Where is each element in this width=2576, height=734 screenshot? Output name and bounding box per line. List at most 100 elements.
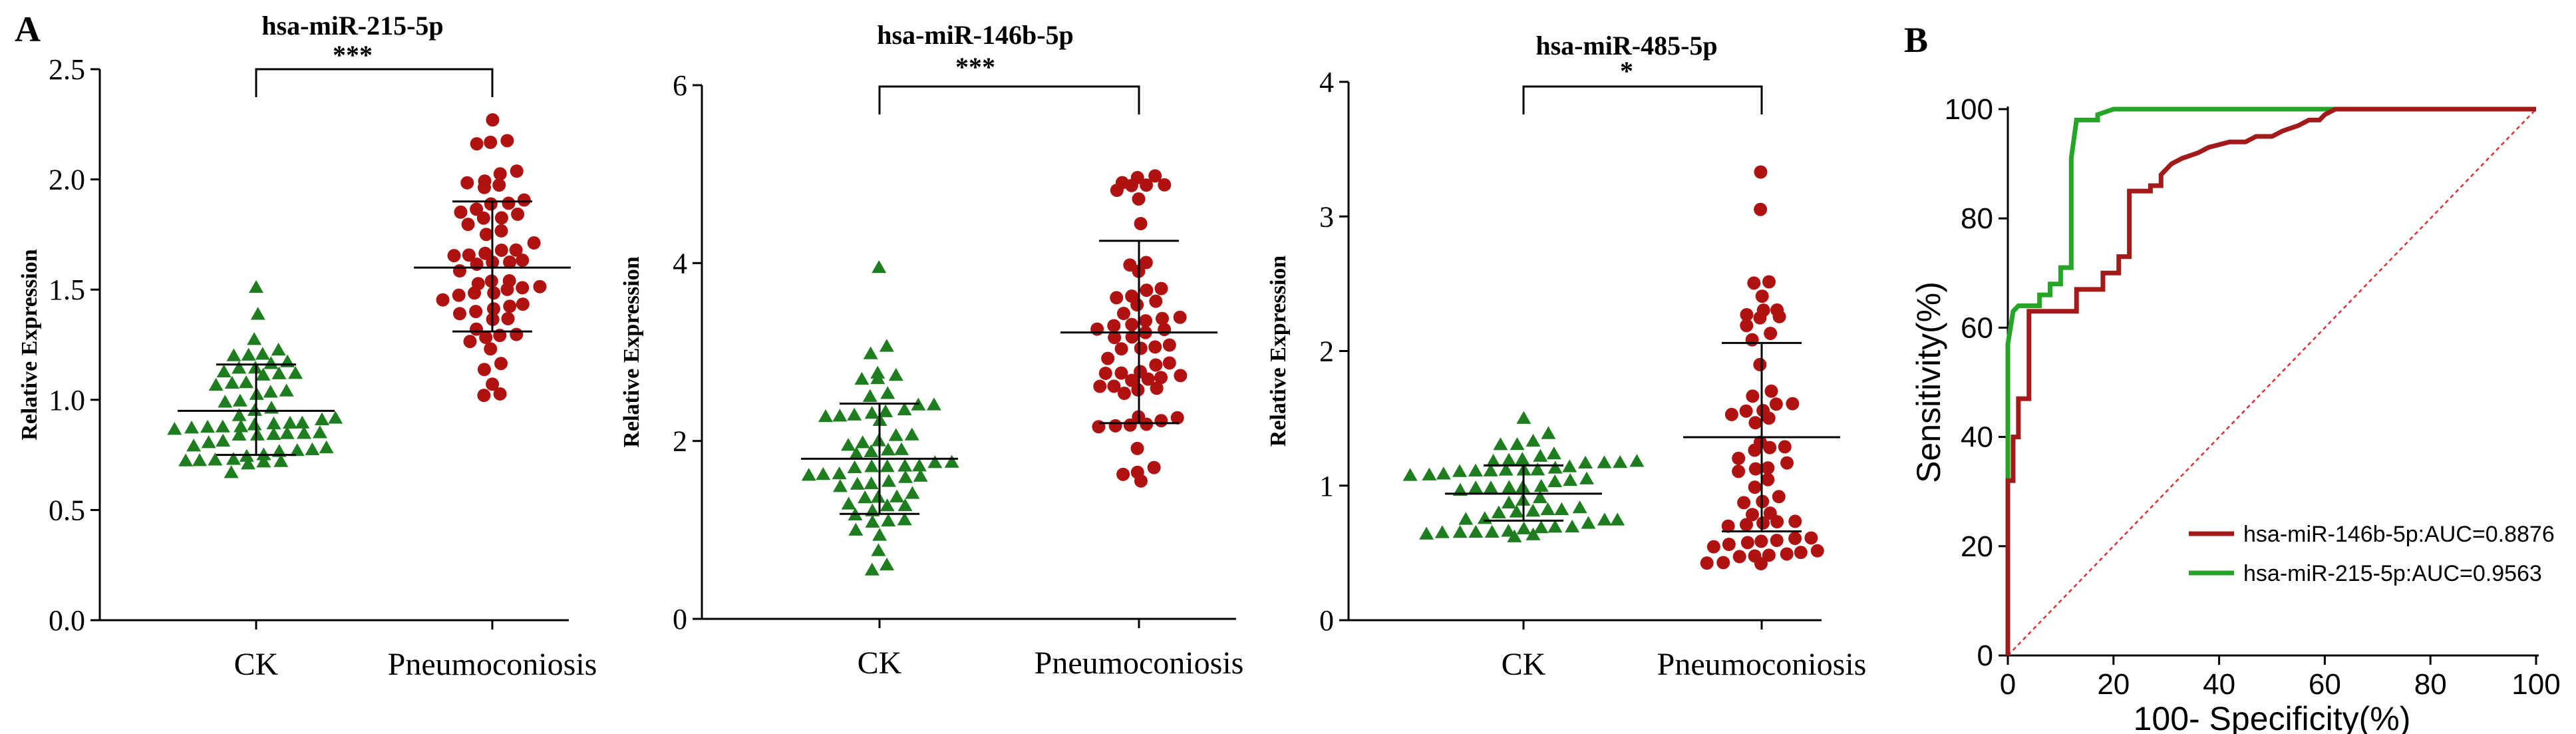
- pneumoconiosis-data-point: [1810, 544, 1824, 558]
- pneumoconiosis-data-point: [1770, 303, 1784, 317]
- pneumoconiosis-data-point: [484, 135, 498, 149]
- roc-x-axis-label: 100- Specificity(%): [2134, 700, 2411, 734]
- pneumoconiosis-data-point: [1150, 381, 1164, 395]
- pneumoconiosis-data-point: [510, 327, 524, 341]
- pneumoconiosis-data-point: [1162, 338, 1176, 352]
- y-tick-label: 6: [673, 69, 687, 102]
- y-tick-label: 4: [673, 247, 687, 279]
- pneumoconiosis-data-point: [493, 387, 507, 401]
- pneumoconiosis-data-point: [1116, 307, 1130, 321]
- ck-error-bar: [178, 363, 335, 457]
- ck-data-point: [1498, 462, 1514, 476]
- x-category-label: Pneumoconiosis: [1657, 647, 1867, 682]
- ck-points: [801, 260, 959, 576]
- ck-data-point: [247, 403, 262, 416]
- ck-data-point: [832, 479, 848, 492]
- ck-data-point: [314, 412, 329, 426]
- pneumoconiosis-data-point: [1092, 420, 1106, 434]
- ck-data-point: [226, 452, 241, 465]
- pneumoconiosis-data-point: [1724, 407, 1738, 421]
- pneumoconiosis-data-point: [454, 205, 468, 219]
- ck-data-point: [944, 455, 959, 468]
- pneumoconiosis-data-point: [469, 305, 483, 319]
- pneumoconiosis-data-point: [486, 113, 500, 127]
- pneumoconiosis-data-point: [1748, 480, 1762, 494]
- ck-data-point: [1468, 463, 1483, 476]
- x-category-label: CK: [1502, 647, 1546, 682]
- panel-title: hsa-miR-485-5p: [1535, 31, 1717, 61]
- ck-data-point: [1526, 527, 1541, 540]
- ck-data-point: [232, 408, 247, 421]
- roc-line-mir-215-5p: [2005, 106, 2536, 655]
- x-category-label: Pneumoconiosis: [388, 647, 597, 682]
- pneumoconiosis-data-point: [1110, 291, 1124, 305]
- pneumoconiosis-data-point: [1732, 451, 1746, 465]
- pneumoconiosis-data-point: [1739, 404, 1753, 418]
- pneumoconiosis-data-point: [1134, 341, 1148, 355]
- pneumoconiosis-data-point: [1732, 464, 1746, 478]
- y-tick-label: 2: [673, 425, 687, 458]
- y-tick-label: 2.0: [49, 164, 85, 196]
- ck-data-point: [1578, 455, 1593, 469]
- ck-data-point: [1402, 468, 1418, 481]
- ck-data-point: [878, 404, 893, 417]
- pneumoconiosis-data-point: [1125, 317, 1139, 331]
- pneumoconiosis-error-bar: [414, 200, 571, 333]
- pneumoconiosis-data-point: [1117, 387, 1131, 401]
- pneumoconiosis-data-point: [502, 196, 516, 210]
- ck-data-point: [1572, 500, 1587, 514]
- ck-data-point: [255, 347, 270, 360]
- y-tick-label: 2.5: [49, 53, 85, 86]
- pneumoconiosis-data-point: [1134, 365, 1148, 379]
- pneumoconiosis-data-point: [479, 228, 493, 242]
- ck-data-point: [1562, 459, 1577, 472]
- ck-data-point: [1613, 455, 1628, 468]
- pneumoconiosis-data-point: [1123, 258, 1137, 272]
- pneumoconiosis-data-point: [1788, 514, 1802, 528]
- pneumoconiosis-data-point: [494, 243, 508, 257]
- pneumoconiosis-data-point: [1130, 170, 1144, 184]
- ck-data-point: [271, 342, 286, 356]
- pneumoconiosis-data-point: [1786, 397, 1800, 411]
- ck-data-point: [1629, 454, 1645, 467]
- ck-data-point: [201, 435, 216, 449]
- ck-data-point: [279, 426, 295, 439]
- ck-data-point: [1477, 511, 1492, 524]
- ck-data-point: [224, 465, 239, 478]
- pneumoconiosis-data-point: [509, 243, 523, 257]
- ck-data-point: [273, 454, 289, 467]
- ck-data-point: [266, 416, 281, 430]
- pneumoconiosis-data-point: [484, 197, 498, 211]
- ck-data-point: [1516, 411, 1531, 424]
- roc-y-tick-label: 20: [1961, 530, 1993, 563]
- ck-data-point: [178, 453, 194, 466]
- ck-data-point: [926, 397, 941, 411]
- ck-data-point: [1533, 520, 1549, 534]
- roc-x-tick-label: 60: [2309, 668, 2341, 701]
- pneumoconiosis-data-point: [1148, 340, 1162, 354]
- ck-data-point: [897, 498, 913, 512]
- ck-data-point: [1493, 437, 1508, 451]
- pneumoconiosis-data-point: [1154, 281, 1168, 295]
- pneumoconiosis-data-point: [533, 279, 547, 293]
- pneumoconiosis-data-point: [516, 297, 530, 311]
- pneumoconiosis-data-point: [460, 176, 474, 190]
- pneumoconiosis-data-point: [516, 254, 530, 268]
- roc-x-tick-label: 40: [2203, 668, 2235, 701]
- pneumoconiosis-data-point: [1162, 356, 1176, 370]
- pneumoconiosis-data-point: [1737, 496, 1751, 510]
- pneumoconiosis-data-point: [1745, 508, 1759, 522]
- roc-y-tick-label: 100: [1945, 93, 1993, 126]
- pneumoconiosis-data-point: [452, 288, 466, 302]
- roc-x-tick-label: 0: [2000, 668, 2016, 701]
- pneumoconiosis-data-point: [478, 246, 492, 260]
- pneumoconiosis-data-point: [1131, 383, 1145, 397]
- ck-data-point: [216, 433, 231, 447]
- pneumoconiosis-data-point: [1764, 326, 1778, 340]
- ck-data-point: [881, 474, 896, 487]
- ck-data-point: [904, 427, 919, 441]
- ck-data-point: [200, 419, 216, 433]
- pneumoconiosis-data-point: [487, 286, 501, 300]
- ck-data-point: [1515, 452, 1530, 465]
- ck-data-point: [913, 468, 928, 482]
